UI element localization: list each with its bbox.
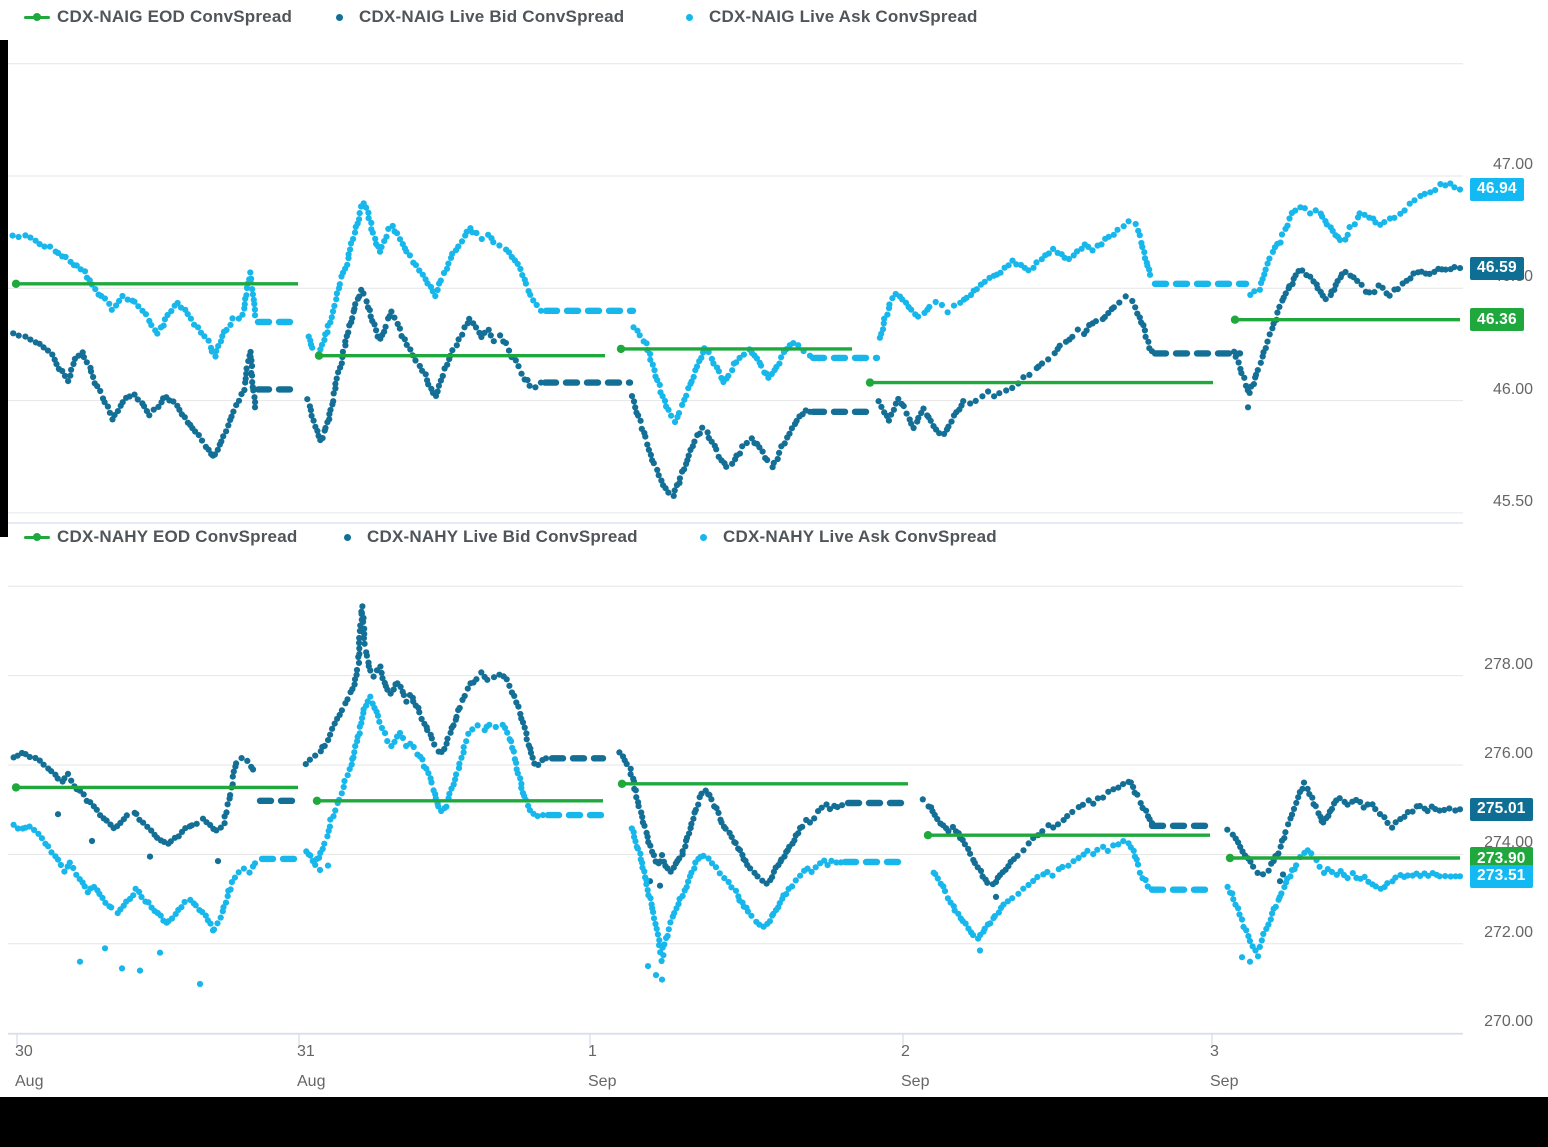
legend-label-naig-eod: CDX-NAIG EOD ConvSpread bbox=[57, 7, 293, 26]
outlier-dot bbox=[54, 811, 62, 818]
outlier-dot bbox=[146, 853, 154, 860]
series-naig-bid bbox=[10, 264, 1464, 499]
outlier-dot bbox=[118, 965, 126, 972]
eod-line-marker-icon bbox=[24, 13, 50, 21]
eod-start-dot bbox=[617, 779, 627, 788]
bid-dot-marker-icon bbox=[344, 533, 351, 541]
x-axis-month-label: Sep bbox=[588, 1073, 617, 1090]
legend-label-naig-bid: CDX-NAIG Live Bid ConvSpread bbox=[359, 7, 625, 26]
series-naig-eod bbox=[11, 279, 1460, 387]
series-nahy-eod bbox=[11, 779, 1460, 863]
outlier-dot bbox=[316, 866, 324, 874]
outlier-dot bbox=[1279, 871, 1287, 878]
outlier-dot bbox=[1238, 954, 1246, 961]
series-naig-ask bbox=[9, 180, 1464, 426]
legend-label-nahy-ask: CDX-NAHY Live Ask ConvSpread bbox=[723, 527, 997, 546]
legend-nahy: CDX-NAHY EOD ConvSpread CDX-NAHY Live Bi… bbox=[0, 525, 1548, 549]
outlier-dot bbox=[88, 837, 96, 845]
outlier-dot bbox=[652, 972, 660, 979]
eod-start-dot bbox=[923, 831, 933, 840]
series-nahy-bid bbox=[10, 603, 1464, 901]
outlier-dot bbox=[658, 976, 666, 983]
y-axis-label: 278.00 bbox=[1484, 655, 1533, 673]
outlier-dot bbox=[976, 947, 984, 954]
outlier-dot bbox=[1244, 404, 1252, 411]
outlier-dot bbox=[644, 963, 652, 970]
y-axis-label: 276.00 bbox=[1484, 745, 1533, 762]
eod-start-dot bbox=[11, 279, 21, 288]
price-badge-nahy-ask: 273.51 bbox=[1470, 864, 1533, 888]
legend-item-naig-ask[interactable]: CDX-NAIG Live Ask ConvSpread bbox=[686, 5, 978, 29]
ask-dot-marker-icon bbox=[700, 533, 707, 541]
eod-start-dot bbox=[1230, 315, 1240, 324]
outlier-dot bbox=[656, 882, 664, 889]
left-edge-strip bbox=[0, 40, 8, 537]
legend-label-nahy-bid: CDX-NAHY Live Bid ConvSpread bbox=[367, 527, 638, 546]
bid-dot-marker-icon bbox=[336, 13, 343, 21]
bottom-black-bar bbox=[0, 1097, 1548, 1147]
y-axis-label: 47.00 bbox=[1492, 156, 1533, 173]
legend-label-nahy-eod: CDX-NAHY EOD ConvSpread bbox=[57, 527, 298, 546]
x-axis-day-label: 31 bbox=[297, 1043, 315, 1060]
eod-start-dot bbox=[616, 344, 626, 354]
legend-label-naig-ask: CDX-NAIG Live Ask ConvSpread bbox=[709, 7, 978, 26]
x-axis-day-label: 3 bbox=[1210, 1043, 1219, 1060]
y-axis-label: 46.00 bbox=[1492, 380, 1533, 398]
legend-item-nahy-ask[interactable]: CDX-NAHY Live Ask ConvSpread bbox=[700, 525, 997, 549]
y-axis-label: 274.00 bbox=[1484, 834, 1533, 852]
series-nahy-ask bbox=[10, 693, 1464, 988]
outlier-dot bbox=[324, 862, 332, 869]
outlier-dot bbox=[1246, 958, 1254, 965]
legend-naig: CDX-NAIG EOD ConvSpread CDX-NAIG Live Bi… bbox=[0, 5, 1548, 29]
eod-start-dot bbox=[312, 796, 322, 805]
y-axis-label: 272.00 bbox=[1484, 923, 1533, 941]
outlier-dot bbox=[1254, 953, 1262, 960]
chart-nahy bbox=[8, 585, 1464, 1035]
legend-item-nahy-bid[interactable]: CDX-NAHY Live Bid ConvSpread bbox=[344, 525, 638, 549]
eod-start-dot bbox=[1225, 853, 1235, 863]
outlier-dot bbox=[156, 949, 164, 956]
y-axis-label: 270.00 bbox=[1484, 1013, 1533, 1031]
outlier-dot bbox=[209, 927, 217, 934]
outlier-dot bbox=[992, 893, 1000, 901]
x-axis-day-label: 2 bbox=[901, 1043, 910, 1060]
outlier-dot bbox=[214, 858, 222, 865]
eod-start-dot bbox=[314, 351, 324, 360]
price-badge-nahy-bid: 275.01 bbox=[1470, 797, 1533, 821]
eod-start-dot bbox=[11, 783, 21, 792]
outlier-dot bbox=[101, 945, 109, 952]
legend-item-naig-bid[interactable]: CDX-NAIG Live Bid ConvSpread bbox=[336, 5, 624, 29]
x-axis-day-label: 1 bbox=[588, 1043, 597, 1060]
outlier-dot bbox=[136, 967, 144, 974]
x-axis-month-label: Sep bbox=[901, 1073, 930, 1090]
x-axis-month-label: Sep bbox=[1210, 1073, 1239, 1090]
outlier-dot bbox=[196, 980, 204, 988]
x-axis-month-label: Aug bbox=[297, 1073, 326, 1090]
eod-line-marker-icon bbox=[24, 533, 50, 541]
price-badge-nahy-eod: 273.90 bbox=[1470, 847, 1533, 871]
chart-naig bbox=[8, 63, 1464, 524]
eod-start-dot bbox=[865, 378, 875, 387]
x-axis-day-label: 30 bbox=[15, 1043, 33, 1060]
outlier-dot bbox=[1276, 878, 1284, 885]
price-badge-naig-eod: 46.36 bbox=[1470, 308, 1524, 332]
outlier-dot bbox=[76, 958, 84, 965]
x-axis-month-label: Aug bbox=[15, 1073, 44, 1090]
legend-item-naig-eod[interactable]: CDX-NAIG EOD ConvSpread bbox=[24, 5, 292, 29]
price-badge-naig-ask: 46.94 bbox=[1470, 177, 1524, 201]
legend-item-nahy-eod[interactable]: CDX-NAHY EOD ConvSpread bbox=[24, 525, 297, 549]
y-axis-label: 45.50 bbox=[1492, 492, 1533, 510]
ask-dot-marker-icon bbox=[686, 13, 693, 21]
price-badge-naig-bid: 46.59 bbox=[1470, 256, 1524, 280]
